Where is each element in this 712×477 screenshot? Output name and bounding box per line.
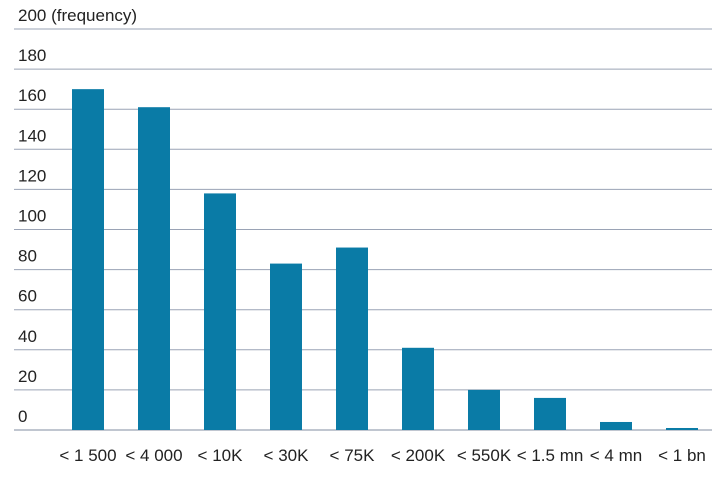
y-tick-label: 120 [18,166,46,185]
x-category-label: < 4 mn [590,446,642,465]
y-tick-label: 60 [18,287,37,306]
x-category-label: < 30K [264,446,310,465]
y-tick-label: 200 (frequency) [18,6,137,25]
y-tick-label: 40 [18,327,37,346]
bar [270,263,302,430]
bar [402,347,434,430]
bar [468,389,500,430]
x-category-label: < 1 bn [658,446,706,465]
x-category-label: < 550K [457,446,512,465]
x-category-label: < 10K [198,446,244,465]
bar [72,89,104,431]
bars [72,89,698,431]
y-tick-label: 140 [18,126,46,145]
x-category-label: < 1.5 mn [517,446,584,465]
x-category-label: < 4 000 [125,446,182,465]
y-tick-label: 160 [18,86,46,105]
bar [600,421,632,430]
x-axis-categories: < 1 500 < 4 000 < 10K < 30K < 75K < 200K < 550… [59,446,705,465]
y-axis-ticks: 0 20 40 60 80 100 120 140 160 180 200 (frequency) [18,6,137,426]
y-tick-label: 80 [18,247,37,266]
x-category-label: < 1 500 [59,446,116,465]
y-tick-label: 100 [18,207,46,226]
bar [666,427,698,430]
y-tick-label: 0 [18,407,27,426]
x-category-label: < 200K [391,446,446,465]
bar [534,397,566,430]
x-category-label: < 75K [330,446,376,465]
bar [138,107,170,430]
grid-lines [14,28,712,431]
y-tick-label: 20 [18,367,37,386]
y-tick-label: 180 [18,46,46,65]
bar [204,193,236,430]
bar [336,247,368,430]
